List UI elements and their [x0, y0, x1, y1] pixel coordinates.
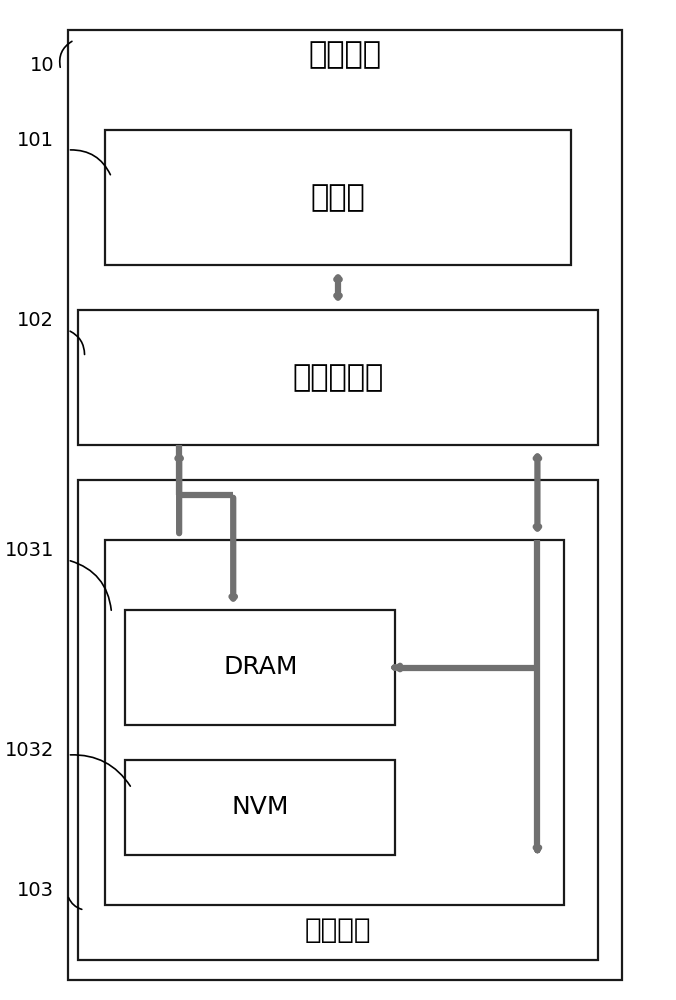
Text: 101: 101	[17, 130, 54, 149]
Bar	[78, 310, 598, 445]
Text: 10: 10	[30, 56, 54, 75]
Bar	[105, 130, 571, 265]
Text: 存储模块: 存储模块	[305, 916, 371, 944]
Bar	[78, 480, 598, 960]
Text: 1031: 1031	[5, 540, 54, 560]
Text: NVM: NVM	[231, 796, 289, 820]
Text: DRAM: DRAM	[223, 656, 297, 680]
Bar	[125, 610, 395, 725]
Text: 103: 103	[17, 880, 54, 900]
Bar	[68, 30, 622, 980]
Bar	[125, 760, 395, 855]
Text: 终端设备: 终端设备	[308, 40, 381, 70]
Text: 1032: 1032	[5, 740, 54, 760]
Bar	[105, 540, 564, 905]
Text: 处理器: 处理器	[311, 183, 365, 212]
Text: 内存控制器: 内存控制器	[293, 363, 383, 392]
Text: 102: 102	[17, 310, 54, 330]
